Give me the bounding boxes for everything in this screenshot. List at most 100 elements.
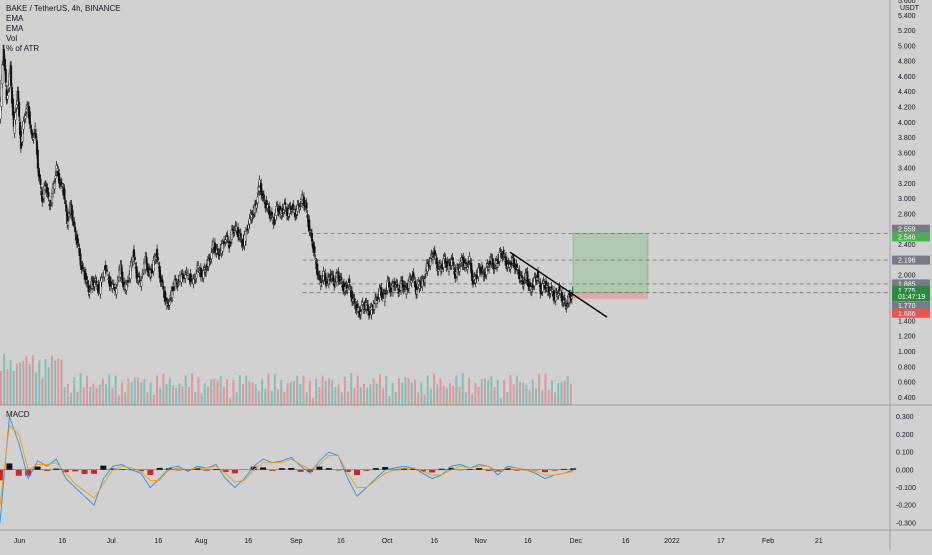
- volume-bar: [347, 391, 350, 405]
- volume-bar: [54, 360, 57, 405]
- macd-legend[interactable]: MACD: [6, 410, 30, 419]
- macd-histogram-bar: [194, 467, 201, 470]
- candle-body: [233, 230, 236, 232]
- volume-bar: [25, 355, 28, 405]
- time-tick-label: 17: [717, 538, 725, 545]
- volume-bar: [541, 390, 544, 405]
- macd-histogram-bar: [222, 469, 229, 472]
- candle-body: [187, 273, 190, 276]
- volume-bar: [445, 388, 448, 405]
- long-position-tool[interactable]: [572, 232, 649, 300]
- volume-bar: [474, 382, 477, 405]
- volume-bar: [254, 384, 257, 405]
- volume-bar: [98, 384, 101, 405]
- time-axis[interactable]: Jun 16 Jul 16 Aug 16 Sep 16 Oct 16 Nov 16 Dec 16 2022 1…: [14, 538, 823, 545]
- time-tick-label: Feb: [762, 538, 774, 545]
- volume-bar: [308, 380, 311, 405]
- volume-bar: [70, 392, 73, 405]
- candle-body: [112, 283, 115, 286]
- time-tick-label: 16: [244, 538, 252, 545]
- indicator-vol[interactable]: Vol: [6, 34, 18, 43]
- volume-bar: [136, 377, 139, 405]
- volume-bar: [363, 383, 366, 405]
- candle-body: [28, 111, 31, 125]
- candle-body: [53, 182, 56, 190]
- candle-body: [367, 304, 370, 312]
- volume-bar: [334, 387, 337, 405]
- macd-tick-label: -0.200: [896, 503, 916, 510]
- volume-bar: [433, 373, 436, 405]
- price-tag-label: 2.546: [898, 234, 916, 241]
- volume-bar: [203, 383, 206, 405]
- volume-bar: [200, 393, 203, 405]
- volume-bar: [388, 395, 391, 405]
- candle-body: [226, 234, 229, 238]
- indicator-ema-1[interactable]: EMA: [6, 14, 24, 23]
- candle-body: [63, 188, 66, 200]
- volume-bar: [50, 355, 53, 405]
- macd-histogram-bar: [401, 468, 408, 470]
- price-tick-label: 3.000: [898, 196, 916, 203]
- price-tick-label: 4.800: [898, 59, 916, 66]
- volume-bar: [372, 378, 375, 405]
- macd-histogram-bar: [382, 467, 389, 470]
- macd-histogram-bar: [570, 468, 577, 470]
- volume-bars: [0, 353, 572, 405]
- symbol-title[interactable]: BAKE / TetherUS, 4h, BINANCE: [6, 4, 121, 13]
- macd-axis[interactable]: 0.300 0.200 0.100 0.000 -0.100 -0.200 -0.300: [896, 414, 916, 527]
- price-tick-label: 2.400: [898, 242, 916, 249]
- candle-body: [4, 69, 7, 83]
- volume-bar: [248, 381, 251, 405]
- volume-bar: [359, 387, 362, 405]
- price-tick-top: 5.600: [898, 0, 916, 5]
- time-tick-label: Oct: [382, 538, 393, 545]
- candle-body: [140, 280, 143, 287]
- macd-histogram-bar: [560, 468, 567, 470]
- time-tick-label: Jun: [14, 538, 25, 545]
- volume-bar: [477, 386, 480, 405]
- volume-bar: [82, 387, 85, 405]
- macd-histogram-bar: [541, 469, 548, 473]
- candle-body: [270, 211, 273, 215]
- volume-bar: [3, 353, 6, 405]
- target-zone: [572, 232, 649, 293]
- candle-body: [67, 221, 70, 226]
- candle-body: [437, 269, 440, 272]
- candle-body: [71, 209, 74, 222]
- price-tag-label: 2.196: [898, 258, 916, 265]
- price-tick-label: 5.400: [898, 13, 916, 20]
- trendline[interactable]: [509, 251, 608, 318]
- indicator-atr[interactable]: % of ATR: [6, 44, 40, 53]
- macd-histogram-bar: [494, 469, 501, 472]
- price-tick-label: 4.000: [898, 120, 916, 127]
- candle-body: [24, 115, 27, 119]
- volume-bar: [121, 382, 124, 405]
- stop-zone: [573, 292, 648, 300]
- volume-bar: [337, 384, 340, 405]
- indicator-ema-2[interactable]: EMA: [6, 24, 24, 33]
- candle-body: [458, 268, 461, 272]
- volume-bar: [171, 385, 174, 405]
- candle-body: [47, 192, 50, 197]
- volume-bar: [413, 379, 416, 405]
- price-tick-label: 1.200: [898, 334, 916, 341]
- volume-bar: [206, 386, 209, 405]
- volume-bar: [114, 375, 117, 405]
- volume-bar: [382, 388, 385, 405]
- volume-bar: [232, 379, 235, 405]
- candle-body: [570, 296, 573, 299]
- macd-histogram-bar: [429, 469, 436, 473]
- volume-bar: [213, 378, 216, 405]
- candle-body: [126, 279, 129, 283]
- candle-body: [10, 65, 13, 86]
- macd-histogram-bar: [231, 469, 238, 474]
- macd-histogram-bar: [466, 469, 473, 470]
- volume-bar: [197, 377, 200, 405]
- volume-bar: [324, 380, 327, 405]
- volume-bar: [426, 375, 429, 405]
- macd-histogram-bar: [6, 463, 13, 470]
- volume-bar: [566, 375, 569, 405]
- volume-bar: [156, 375, 159, 405]
